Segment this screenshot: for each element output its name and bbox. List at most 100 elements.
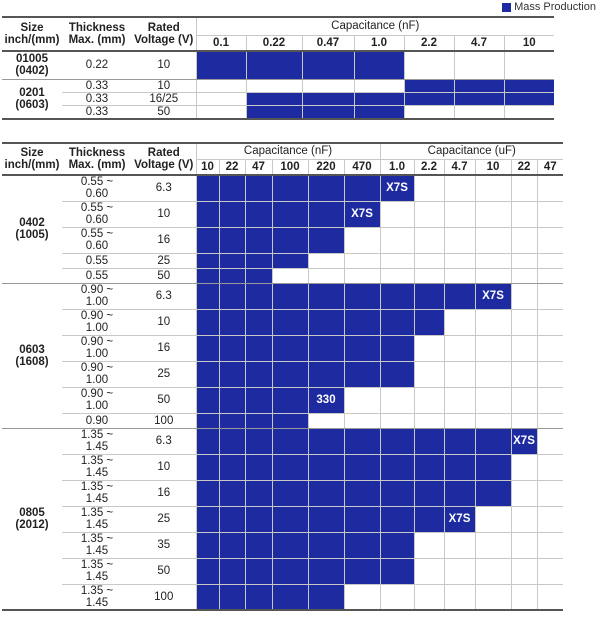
thickness-cell: 0.90 ~1.00	[62, 309, 132, 336]
header-cap-value: 220	[307, 159, 344, 176]
empty-cell	[443, 268, 475, 284]
empty-cell	[474, 361, 511, 388]
mass-production-cell	[271, 506, 308, 533]
thickness-cell: 0.90 ~1.00	[62, 283, 132, 310]
mass-production-cell	[343, 361, 380, 388]
mass-production-cell	[307, 175, 344, 202]
mass-production-cell	[343, 283, 380, 310]
thickness-line: 1.45	[85, 596, 109, 609]
table-capacitance-nf-small-sizes: Size inch/(mm) Thickness Max. (mm) Rated Volt…	[2, 16, 554, 120]
empty-cell	[343, 253, 380, 269]
table-row: 1.35 ~1.45 100	[2, 584, 563, 611]
mass-production-cell	[343, 309, 380, 336]
mass-production-cell	[343, 428, 380, 455]
thickness-line: 1.35 ~	[80, 559, 114, 571]
header-voltage-line: Rated	[147, 22, 180, 34]
header-size: Size inch/(mm)	[2, 143, 62, 176]
empty-cell	[510, 283, 537, 310]
thickness-cell: 0.90 ~1.00	[62, 335, 132, 362]
mass-production-cell	[218, 253, 245, 269]
thickness-line: 0.33	[85, 79, 109, 92]
mass-production-cell: X7S	[474, 283, 511, 310]
size-line: (0402)	[15, 65, 49, 78]
mass-production-cell	[218, 428, 245, 455]
empty-cell	[536, 480, 563, 507]
mass-production-cell	[307, 428, 344, 455]
thickness-line: 1.00	[85, 296, 109, 308]
empty-cell	[503, 51, 554, 80]
size-cell: 0402 (1005)	[2, 175, 62, 284]
mass-production-cell: X7S	[510, 428, 537, 455]
header-capacitance-group: Capacitance (nF)	[195, 17, 554, 36]
thickness-line: 0.60	[85, 188, 109, 201]
mass-production-cell	[218, 454, 245, 481]
mass-production-cell	[218, 335, 245, 362]
header-cap-value: 10	[503, 35, 554, 52]
mass-production-cell	[195, 335, 219, 362]
voltage-cell: 10	[132, 454, 196, 481]
empty-cell	[403, 105, 454, 120]
mass-production-cell	[413, 309, 444, 336]
mass-production-cell	[379, 558, 414, 585]
empty-cell	[474, 335, 511, 362]
voltage-cell: 100	[132, 413, 196, 429]
size-cell: 01005 (0402)	[2, 51, 62, 80]
thickness-line: 0.90 ~	[80, 310, 114, 322]
empty-cell	[536, 413, 563, 429]
thickness-line: 1.45	[85, 571, 109, 583]
table-row: 1.35 ~1.45 10	[2, 454, 563, 481]
table-row: 0201 (0603) 0.33 10	[2, 79, 554, 120]
size-line: 0402	[19, 217, 45, 230]
empty-cell	[510, 480, 537, 507]
mass-production-cell	[244, 428, 272, 455]
empty-cell	[195, 105, 246, 120]
voltage-cell: 100	[132, 584, 196, 611]
empty-cell	[510, 335, 537, 362]
mass-production-cell	[413, 454, 444, 481]
empty-cell	[536, 506, 563, 533]
empty-cell	[536, 283, 563, 310]
empty-cell	[510, 387, 537, 414]
mass-production-cell	[218, 387, 245, 414]
header-voltage-line: Voltage (V)	[134, 159, 194, 171]
table-row: 0.90 100	[2, 413, 563, 429]
thickness-cell: 0.90 ~1.00	[62, 387, 132, 414]
mass-production-cell	[271, 387, 308, 414]
empty-cell	[413, 227, 444, 254]
voltage-cell: 10	[132, 201, 196, 228]
empty-cell	[443, 335, 475, 362]
mass-production-cell	[195, 454, 219, 481]
table-row: 0603 (1608) 0.90 ~1.00 6.3 X7S	[2, 283, 563, 429]
mass-production-cell	[307, 335, 344, 362]
mass-production-cell	[413, 283, 444, 310]
header-voltage-line: Rated	[147, 147, 180, 159]
empty-cell	[510, 227, 537, 254]
empty-cell	[510, 268, 537, 284]
header-cap-value: 4.7	[453, 35, 504, 52]
mass-production-cell	[403, 79, 454, 93]
empty-cell	[453, 51, 504, 80]
table-row: 1.35 ~1.45 35	[2, 532, 563, 559]
mass-production-cell	[453, 79, 504, 93]
table-row: 0.33 16/25	[2, 92, 554, 106]
thickness-line: 0.90 ~	[80, 362, 114, 374]
thickness-line: 1.35 ~	[80, 507, 114, 519]
mass-production-cell	[503, 92, 554, 106]
mass-production-cell	[244, 584, 272, 611]
table-row: 0.55 50	[2, 268, 563, 284]
mass-production-cell	[195, 253, 219, 269]
header-voltage-line: Voltage (V)	[134, 34, 194, 46]
thickness-line: 0.55	[85, 254, 109, 267]
mass-production-cell	[307, 361, 344, 388]
voltage-cell: 50	[132, 268, 196, 284]
header-cap-value: 22	[510, 159, 537, 176]
empty-cell	[245, 79, 302, 93]
empty-cell	[413, 201, 444, 228]
mass-production-cell	[379, 428, 414, 455]
empty-cell	[413, 268, 444, 284]
empty-cell	[536, 309, 563, 336]
header-size-line: inch/(mm)	[4, 34, 60, 46]
empty-cell	[536, 253, 563, 269]
mass-production-cell	[271, 253, 308, 269]
empty-cell	[474, 175, 511, 202]
